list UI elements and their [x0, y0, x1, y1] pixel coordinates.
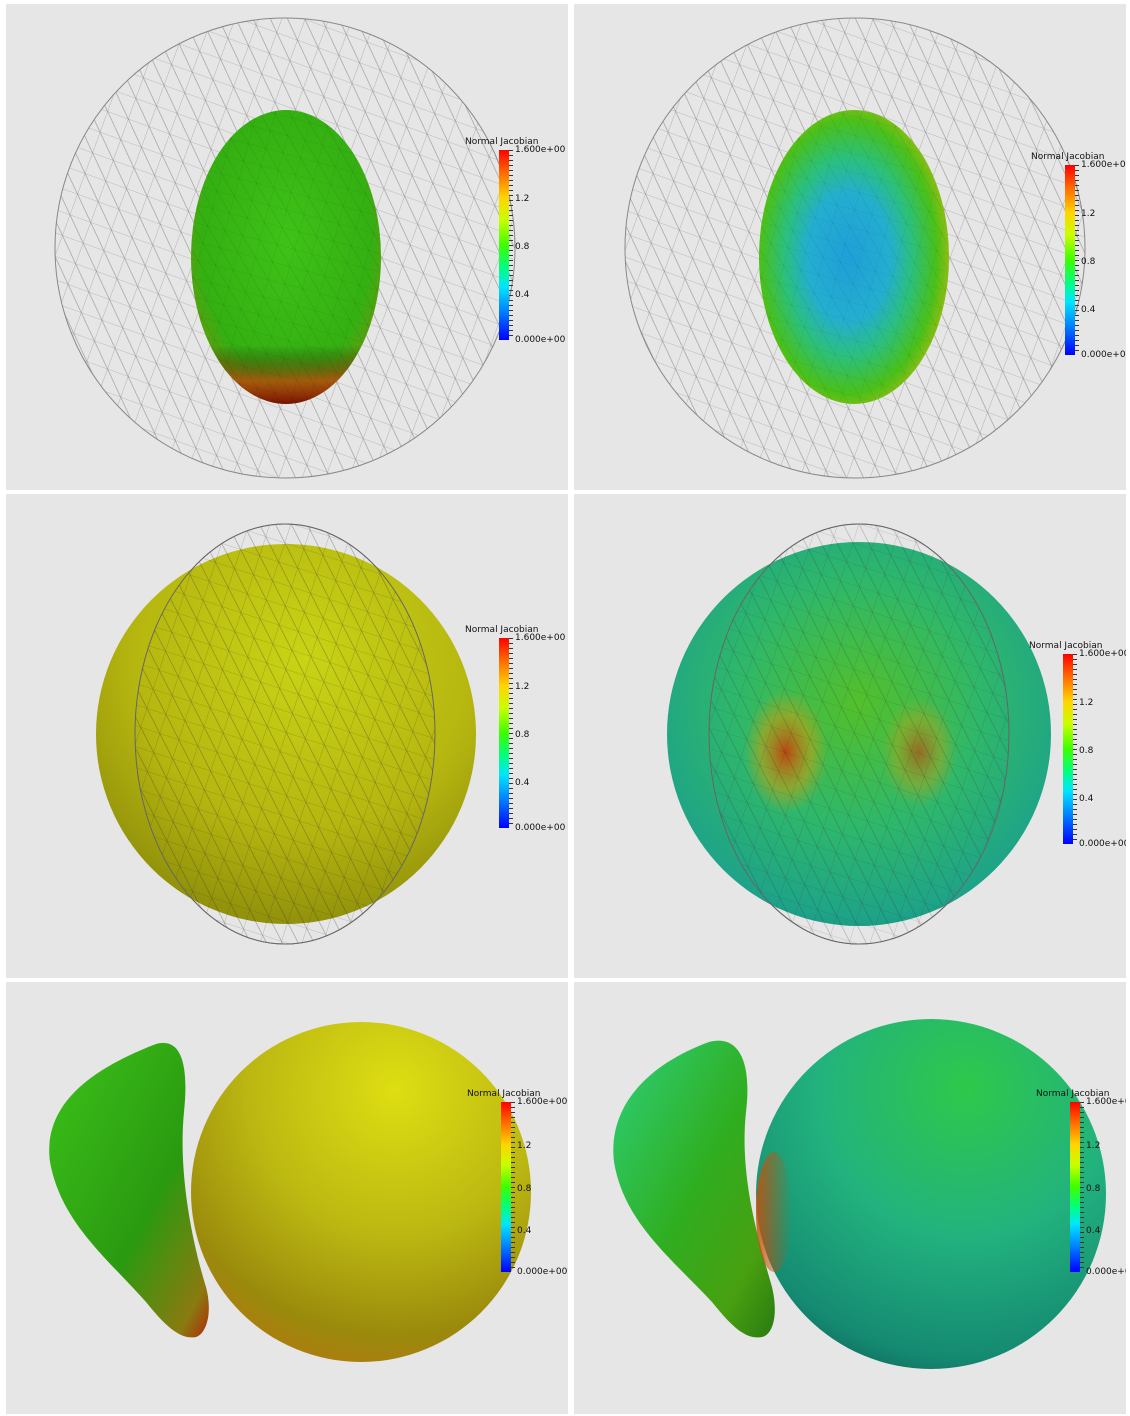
- legend-title: Normal Jacobian: [1031, 152, 1105, 162]
- panel-bottom-left: Normal Jacobian 1.600e+00 1.2 0.8 0.4 0.…: [6, 982, 568, 1414]
- panel-top-right: Normal Jacobian 1.600e+00 1.2 0.8 0.4 0.…: [574, 4, 1126, 490]
- legend-tick-1-2: 1.2: [1079, 698, 1094, 708]
- ellipsoid-mesh: [759, 110, 949, 404]
- legend-tick-0-4: 0.4: [1081, 305, 1096, 315]
- legend-title: Normal Jacobian: [1036, 1089, 1110, 1099]
- render-view: [613, 1019, 1106, 1369]
- legend-min-label: 0.000e+00: [515, 823, 566, 833]
- legend-ticks: [511, 1102, 515, 1272]
- sphere-rim-hotspot: [756, 1152, 792, 1272]
- legend-tick-1-2: 1.2: [515, 682, 530, 692]
- legend-color-bar: [1063, 654, 1073, 844]
- legend-ticks: [1075, 165, 1079, 355]
- legend-tick-0-8: 0.8: [1081, 257, 1096, 267]
- ellipsoid-mesh: [191, 110, 381, 404]
- legend-max-label: 1.600e+00: [515, 633, 566, 643]
- legend-tick-0-8: 0.8: [515, 730, 530, 740]
- wireframe-ellipsoid-overlay: [134, 523, 436, 945]
- legend-max-label: 1.600e+00: [1079, 649, 1126, 659]
- legend-tick-0-8: 0.8: [1079, 746, 1094, 756]
- legend-max-label: 1.600e+00: [517, 1097, 568, 1107]
- color-legend: Normal Jacobian 1.600e+00 1.2 0.8 0.4 0.…: [467, 1089, 567, 1299]
- render-view: [54, 17, 516, 479]
- color-legend: Normal Jacobian 1.600e+00 1.2 0.8 0.4 0.…: [1031, 152, 1126, 362]
- render-view: [624, 17, 1086, 479]
- render-view: [667, 523, 1051, 945]
- legend-min-label: 0.000e+00: [517, 1267, 568, 1277]
- legend-ticks: [1073, 654, 1077, 844]
- wireframe-ellipsoid-overlay: [708, 523, 1010, 945]
- legend-tick-0-4: 0.4: [515, 290, 530, 300]
- color-legend: Normal Jacobian 1.600e+00 1.2 0.8 0.4 0.…: [1036, 1089, 1126, 1299]
- legend-color-bar: [499, 638, 509, 828]
- color-legend: Normal Jacobian 1.600e+00 1.2 0.8 0.4 0.…: [465, 137, 565, 347]
- legend-color-bar: [1065, 165, 1075, 355]
- legend-tick-1-2: 1.2: [1086, 1141, 1101, 1151]
- crescent-shape: [613, 1040, 775, 1338]
- panel-middle-right: Normal Jacobian 1.600e+00 1.2 0.8 0.4 0.…: [574, 494, 1126, 978]
- legend-tick-0-8: 0.8: [515, 242, 530, 252]
- legend-title: Normal Jacobian: [465, 625, 539, 635]
- legend-title: Normal Jacobian: [1029, 641, 1103, 651]
- legend-max-label: 1.600e+00: [1081, 160, 1126, 170]
- color-legend: Normal Jacobian 1.600e+00 1.2 0.8 0.4 0.…: [1029, 641, 1126, 851]
- legend-tick-0-4: 0.4: [517, 1226, 532, 1236]
- inner-sphere: [756, 1019, 1106, 1369]
- legend-tick-0-8: 0.8: [1086, 1184, 1101, 1194]
- render-view: [96, 523, 476, 945]
- legend-min-label: 0.000e+00: [515, 335, 566, 345]
- legend-min-label: 0.000e+00: [1086, 1267, 1126, 1277]
- legend-color-bar: [499, 150, 509, 340]
- crescent-shape: [49, 1042, 209, 1338]
- panel-bottom-right: Normal Jacobian 1.600e+00 1.2 0.8 0.4 0.…: [574, 982, 1126, 1414]
- legend-tick-1-2: 1.2: [515, 194, 530, 204]
- inner-sphere: [191, 1022, 531, 1362]
- legend-color-bar: [1070, 1102, 1080, 1272]
- legend-ticks: [1080, 1102, 1084, 1272]
- legend-title: Normal Jacobian: [467, 1089, 541, 1099]
- legend-ticks: [509, 150, 513, 340]
- legend-tick-1-2: 1.2: [517, 1141, 532, 1151]
- legend-tick-0-8: 0.8: [517, 1184, 532, 1194]
- render-view: [49, 1022, 531, 1362]
- panel-top-left: Normal Jacobian 1.600e+00 1.2 0.8 0.4 0.…: [6, 4, 568, 490]
- legend-min-label: 0.000e+00: [1079, 839, 1126, 849]
- legend-tick-1-2: 1.2: [1081, 209, 1096, 219]
- legend-max-label: 1.600e+00: [515, 145, 566, 155]
- legend-tick-0-4: 0.4: [515, 778, 530, 788]
- color-legend: Normal Jacobian 1.600e+00 1.2 0.8 0.4 0.…: [465, 625, 565, 835]
- legend-ticks: [509, 638, 513, 828]
- legend-color-bar: [501, 1102, 511, 1272]
- legend-max-label: 1.600e+00: [1086, 1097, 1126, 1107]
- legend-min-label: 0.000e+00: [1081, 350, 1126, 360]
- legend-tick-0-4: 0.4: [1086, 1226, 1101, 1236]
- panel-middle-left: Normal Jacobian 1.600e+00 1.2 0.8 0.4 0.…: [6, 494, 568, 978]
- legend-title: Normal Jacobian: [465, 137, 539, 147]
- legend-tick-0-4: 0.4: [1079, 794, 1094, 804]
